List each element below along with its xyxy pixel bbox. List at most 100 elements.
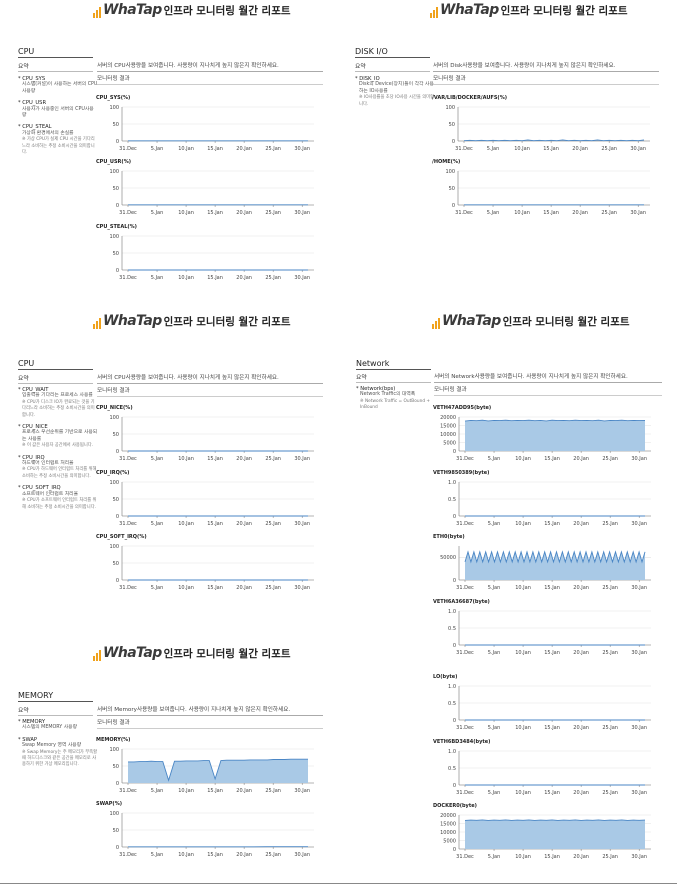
x-tick-label: 15.Jan xyxy=(544,650,560,656)
x-tick-label: 31.Dec xyxy=(456,456,474,462)
metric-name: * CPU_SOFT_IRQ xyxy=(18,485,61,492)
y-tick-label: 50 xyxy=(113,497,119,503)
result-label: 모니터링 결과 xyxy=(434,385,662,396)
metric-name: * DISK_IO xyxy=(355,76,380,82)
x-tick-label: 10.Jan xyxy=(178,456,194,462)
x-tick-label: 25.Jan xyxy=(265,585,281,591)
x-tick-label: 15.Jan xyxy=(207,852,223,858)
x-tick-label: 10.Jan xyxy=(178,585,194,591)
x-tick-label: 15.Jan xyxy=(544,585,560,591)
x-tick-label: 31.Dec xyxy=(455,146,473,152)
x-tick-label: 25.Jan xyxy=(602,456,618,462)
x-tick-label: 10.Jan xyxy=(514,210,530,216)
x-tick-label: 15.Jan xyxy=(543,210,559,216)
x-tick-label: 5.Jan xyxy=(151,585,163,591)
y-tick-label: 20000 xyxy=(440,415,456,421)
y-tick-label: 100 xyxy=(109,480,119,486)
x-tick-label: 30.Jan xyxy=(294,788,310,794)
y-tick-label: 0 xyxy=(452,203,455,209)
intro-text: 서버의 Disk사용량을 보여줍니다. 사용량이 지나치게 높지 않은지 확인하… xyxy=(433,61,659,72)
series-area xyxy=(465,819,645,849)
y-tick-label: 1.0 xyxy=(448,684,456,690)
x-tick-label: 10.Jan xyxy=(515,456,531,462)
chart-title: CPU_STEAL(%) xyxy=(96,224,137,230)
y-tick-label: 0 xyxy=(116,203,119,209)
y-tick-label: 1.0 xyxy=(448,480,456,486)
y-tick-label: 50 xyxy=(113,432,119,438)
x-tick-label: 10.Jan xyxy=(515,650,531,656)
metric-description: 시스템의 MEMORY 사용량 xyxy=(22,725,77,731)
y-tick-label: 100 xyxy=(109,169,119,175)
x-tick-label: 5.Jan xyxy=(151,852,163,858)
y-tick-label: 50 xyxy=(449,186,455,192)
x-tick-label: 31.Dec xyxy=(456,521,474,527)
logo-bars-icon xyxy=(93,6,101,18)
x-tick-label: 25.Jan xyxy=(265,456,281,462)
x-tick-label: 10.Jan xyxy=(515,725,531,731)
whatap-logo: WhaTap 인프라 모니터링 월간 리포트 xyxy=(93,645,291,661)
metric-list: * CPU_SYS 시스템(커널)이 사용하는 서버의 CPU사용량 * CPU_U… xyxy=(18,76,98,156)
chart-plot: 100 50 031.Dec 5.Jan 10.Jan 15.Jan 20.Jan 25.Ja… xyxy=(445,105,650,152)
x-tick-label: 30.Jan xyxy=(294,456,310,462)
intro-text: 서버의 Network사용량을 보여줍니다. 사용량이 지나치게 높지 않은지 … xyxy=(434,372,662,383)
y-tick-label: 10000 xyxy=(440,432,456,438)
metric-name: * Network(bps) xyxy=(356,386,396,392)
x-tick-label: 30.Jan xyxy=(294,852,310,858)
metric-note: ※ IO사용률을 초당 IO사용 시간을 의미합니다. xyxy=(359,95,435,107)
series-line xyxy=(128,758,308,782)
chart-veth9850389: VETH9850389(byte) 1.0 0.5 0 31.Dec 5.Jan 10.Ja… xyxy=(433,470,659,530)
metric-name: * CPU_STEAL xyxy=(18,124,52,131)
x-tick-label: 5.Jan xyxy=(151,275,163,281)
chart-cpu-usr: CPU_USR(%) 100 50 0 31.Dec 5.Jan 10.Jan 15.Jan 2… xyxy=(96,159,322,219)
x-tick-label: 10.Jan xyxy=(515,585,531,591)
x-tick-label: 31.Dec xyxy=(456,790,474,796)
x-tick-label: 15.Jan xyxy=(207,521,223,527)
series-line xyxy=(464,819,646,821)
x-tick-label: 5.Jan xyxy=(151,788,163,794)
chart-cpu-irq: CPU_IRQ(%) 100 50 0 31.Dec 5.Jan 10.Jan 15.Jan 2… xyxy=(96,470,322,530)
x-tick-label: 15.Jan xyxy=(207,275,223,281)
x-tick-label: 10.Jan xyxy=(178,788,194,794)
x-tick-label: 30.Jan xyxy=(631,521,647,527)
metric-description: 프로세스 우선순위를 기반으로 사용되는 사용률 xyxy=(22,430,98,442)
x-tick-label: 20.Jan xyxy=(572,210,588,216)
metric-note: ※ Swap Memory는 주 메모리가 부족할 때 하드디스크와 같은 공간… xyxy=(22,749,98,768)
chart-plot: 100 50 031.Dec 5.Jan 10.Jan 15.Jan 20.Jan 25.Ja… xyxy=(109,234,314,281)
x-tick-label: 5.Jan xyxy=(151,210,163,216)
metric-name: * CPU_WAIT xyxy=(18,387,49,393)
report-title: 인프라 모니터링 월간 리포트 xyxy=(163,316,291,328)
chart-title: /HOME(%) xyxy=(432,159,461,165)
x-tick-label: 20.Jan xyxy=(236,852,252,858)
x-tick-label: 20.Jan xyxy=(236,521,252,527)
summary-label: 요약 xyxy=(356,372,431,383)
x-tick-label: 25.Jan xyxy=(602,725,618,731)
chart-cpu-sys: CPU_SYS(%) 100 50 0 31.Dec 5.Jan 10.Jan 15.Jan 2… xyxy=(96,95,322,155)
summary-label: 요약 xyxy=(18,373,93,384)
x-tick-label: 5.Jan xyxy=(488,650,500,656)
y-tick-label: 0 xyxy=(452,139,455,145)
y-tick-label: 100 xyxy=(109,747,119,753)
chart-title: /VAR/LIB/DOCKER/AUFS(%) xyxy=(432,95,507,101)
x-tick-label: 10.Jan xyxy=(515,854,531,860)
y-tick-label: 0.5 xyxy=(448,626,456,632)
x-tick-label: 5.Jan xyxy=(488,521,500,527)
metric-description: Disk의 Device(장치)들이 각각 사용하는 IO사용률 xyxy=(359,82,434,94)
x-tick-label: 15.Jan xyxy=(544,456,560,462)
whatap-logo: WhaTap 인프라 모니터링 월간 리포트 xyxy=(93,313,291,329)
y-tick-label: 0 xyxy=(453,449,456,455)
x-tick-label: 10.Jan xyxy=(178,146,194,152)
y-tick-label: 50 xyxy=(113,561,119,567)
y-tick-label: 0 xyxy=(116,268,119,274)
x-tick-label: 10.Jan xyxy=(178,210,194,216)
metric-description: 소프트웨어 인터럽트 처리율 xyxy=(22,491,79,497)
x-tick-label: 5.Jan xyxy=(487,146,499,152)
y-tick-label: 0 xyxy=(453,718,456,724)
chart-title: CPU_NICE(%) xyxy=(96,405,133,411)
report-title: 인프라 모니터링 월간 리포트 xyxy=(502,316,630,328)
chart-title: MEMORY(%) xyxy=(96,737,131,743)
chart-title: CPU_SOFT_IRQ(%) xyxy=(96,534,147,540)
chart-plot: 50000 031.Dec 5.Jan 10.Jan 15.Jan 20.Jan 25.Ja… xyxy=(440,546,651,591)
x-tick-label: 25.Jan xyxy=(265,275,281,281)
x-tick-label: 15.Jan xyxy=(207,210,223,216)
x-tick-label: 25.Jan xyxy=(265,146,281,152)
